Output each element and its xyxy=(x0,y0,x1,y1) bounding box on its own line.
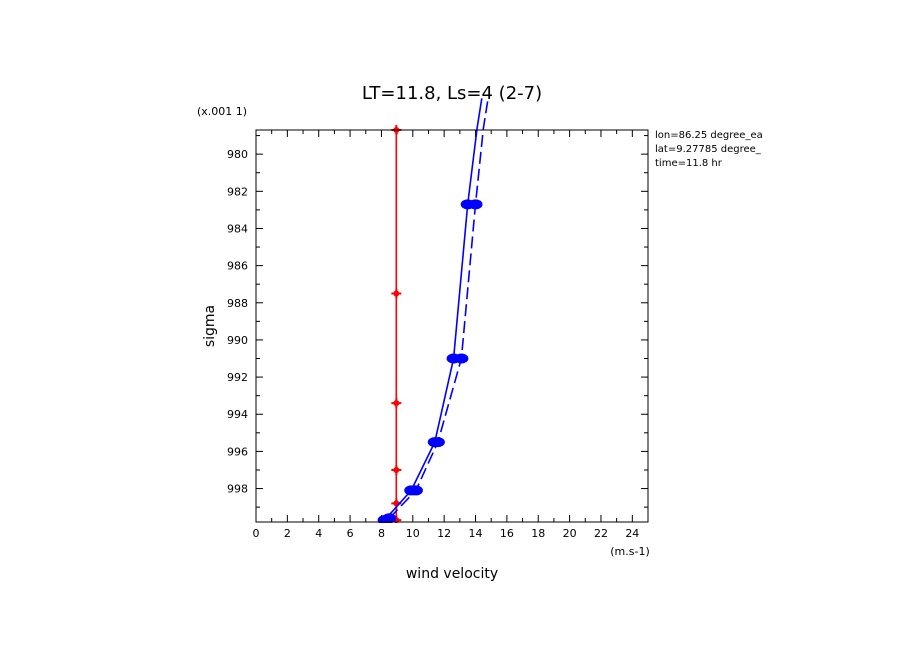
series-3-marker xyxy=(468,199,483,210)
x-tick-label: 0 xyxy=(253,527,260,540)
y-tick-label: 986 xyxy=(227,260,248,273)
x-tick-label: 24 xyxy=(625,527,639,540)
series-layer xyxy=(377,98,489,523)
x-tick-label: 10 xyxy=(406,527,420,540)
chart-title: LT=11.8, Ls=4 (2-7) xyxy=(362,83,542,104)
y-tick-label: 988 xyxy=(227,297,248,310)
x-tick-label: 6 xyxy=(347,527,354,540)
series-3-marker xyxy=(430,437,445,448)
y-unit-label: (x.001 1) xyxy=(197,105,247,118)
y-tick-label: 980 xyxy=(227,148,248,161)
y-axis-title: sigma xyxy=(202,305,218,347)
x-axis-title: wind velocity xyxy=(406,566,498,582)
y-tick-label: 998 xyxy=(227,483,248,496)
x-tick-label: 4 xyxy=(315,527,322,540)
y-tick-label: 996 xyxy=(227,445,248,458)
series-1-marker-cross xyxy=(391,288,402,299)
plot-frame xyxy=(255,129,649,523)
x-tick-label: 8 xyxy=(378,527,385,540)
x-unit-label: (m.s-1) xyxy=(610,545,650,558)
y-tick-label: 982 xyxy=(227,185,248,198)
series-line-2 xyxy=(384,98,483,521)
x-tick-label: 22 xyxy=(594,527,608,540)
x-tick-label: 14 xyxy=(469,527,483,540)
x-tick-label: 12 xyxy=(437,527,451,540)
series-3-marker xyxy=(382,513,397,523)
annotation-lat: lat=9.27785 degree_ xyxy=(655,144,762,155)
series-1-marker-cross xyxy=(391,464,402,475)
series-3-marker xyxy=(454,353,469,364)
y-tick-label: 990 xyxy=(227,334,248,347)
annotation-lon: lon=86.25 degree_ea xyxy=(655,130,763,141)
y-tick-label: 984 xyxy=(227,222,248,235)
axes: 0 2 4 6 8 10 12 14 16 18 20 22 249809829849869889909… xyxy=(227,130,649,540)
y-tick-label: 992 xyxy=(227,371,248,384)
x-tick-label: 18 xyxy=(531,527,545,540)
series-3-marker xyxy=(408,485,423,496)
x-tick-label: 16 xyxy=(500,527,514,540)
y-tick-label: 994 xyxy=(227,408,248,421)
x-tick-label: 2 xyxy=(284,527,291,540)
annotation-time: time=11.8 hr xyxy=(655,158,723,169)
x-tick-label: 20 xyxy=(563,527,577,540)
series-1-marker-cross xyxy=(391,398,402,409)
